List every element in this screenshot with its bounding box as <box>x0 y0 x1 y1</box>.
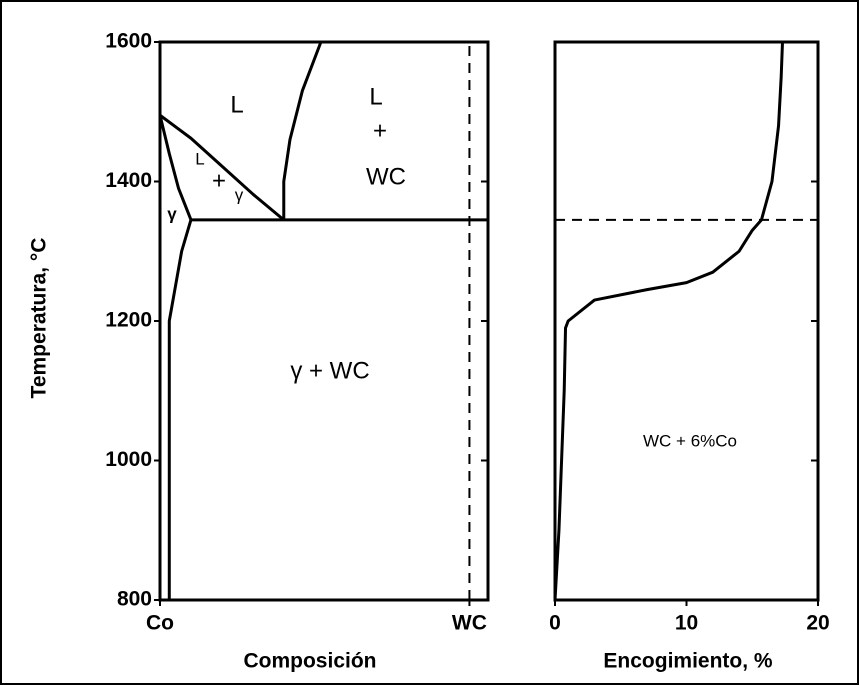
curve <box>158 114 193 221</box>
sample-label: WC + 6%Co <box>643 431 737 450</box>
x-tick-label: Co <box>146 612 174 635</box>
x-axis-title: Composición <box>243 650 376 673</box>
region-label: γ + WC <box>290 357 369 384</box>
curve <box>553 41 784 601</box>
y-tick-label: 800 <box>117 588 152 611</box>
y-tick-label: 1000 <box>105 448 152 471</box>
curve <box>282 41 323 220</box>
curve <box>167 219 193 600</box>
y-tick-label: 1400 <box>105 169 152 192</box>
y-tick-label: 1200 <box>105 309 152 332</box>
region-label: γ <box>235 185 244 204</box>
region-label: + <box>373 117 387 144</box>
x-tick-label: WC <box>452 612 487 635</box>
y-axis-title: Temperatura, °C <box>28 238 51 399</box>
x-tick-label: 20 <box>806 612 829 635</box>
x-axis-title: Encogimiento, % <box>603 650 773 673</box>
x-tick-label: 0 <box>549 612 561 635</box>
region-label: L <box>369 83 382 110</box>
region-label: L <box>195 149 204 168</box>
region-label: L <box>230 91 243 118</box>
y-tick-label: 1600 <box>105 30 152 53</box>
region-label: WC <box>366 163 406 190</box>
region-label: γ <box>167 204 177 223</box>
curve <box>159 114 285 222</box>
region-label: + <box>212 167 226 194</box>
plot-frame <box>158 40 490 602</box>
x-tick-label: 10 <box>675 612 698 635</box>
